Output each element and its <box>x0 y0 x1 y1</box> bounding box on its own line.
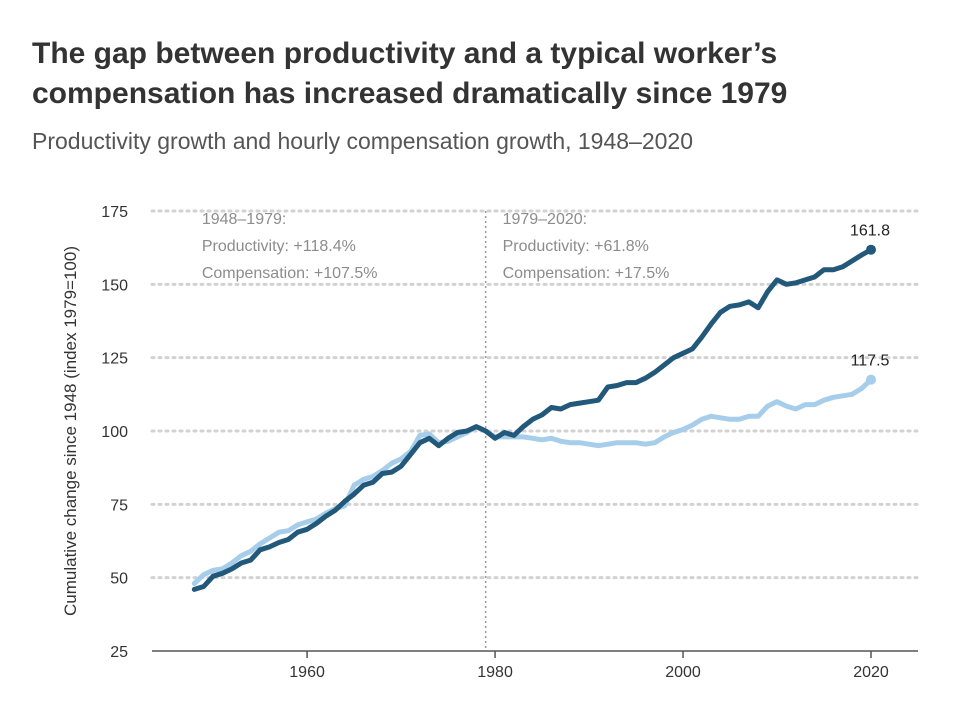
series-line-productivity <box>191 247 874 592</box>
y-tick-label: 150 <box>101 277 128 294</box>
x-tick-label: 1960 <box>289 664 325 681</box>
annotation-change: Compensation: +107.5% <box>202 265 378 282</box>
annotation-change: Productivity: +118.4% <box>202 238 356 255</box>
endpoint-dot-compensation <box>866 374 877 385</box>
x-tick-label: 1980 <box>477 664 513 681</box>
x-tick-label: 2000 <box>665 664 701 681</box>
y-tick-label: 50 <box>110 571 128 588</box>
chart-subtitle: Productivity growth and hourly compensat… <box>32 128 694 154</box>
y-tick-label: 25 <box>110 644 128 661</box>
y-tick-label: 75 <box>110 497 128 514</box>
annotation-period: 1948–1979: <box>202 211 287 228</box>
y-tick-label: 100 <box>101 424 128 441</box>
end-value-label-productivity: 161.8 <box>850 223 890 240</box>
period-annotations: 1948–1979: Productivity: +118.4% Compensat… <box>202 211 670 282</box>
x-tick-label: 2020 <box>853 664 889 681</box>
chart-title: The gap between productivity and a typic… <box>32 37 788 110</box>
y-axis-title: Cumulative change since 1948 (index 1979… <box>61 246 80 616</box>
y-tick-label: 175 <box>101 204 128 221</box>
annotation-change: Compensation: +17.5% <box>503 265 670 282</box>
endpoint-dot-productivity <box>866 244 877 255</box>
annotation-change: Productivity: +61.8% <box>503 238 649 255</box>
series-lines: 117.5 161.8 <box>191 223 890 592</box>
annotation-period: 1979–2020: <box>503 211 588 228</box>
series-line-compensation <box>191 377 874 586</box>
end-value-label-compensation: 117.5 <box>851 353 890 370</box>
axes: 25 50 75 100 125 150 175 1960 1980 2000 2020 Cumula… <box>61 204 918 681</box>
y-tick-label: 125 <box>101 351 128 368</box>
